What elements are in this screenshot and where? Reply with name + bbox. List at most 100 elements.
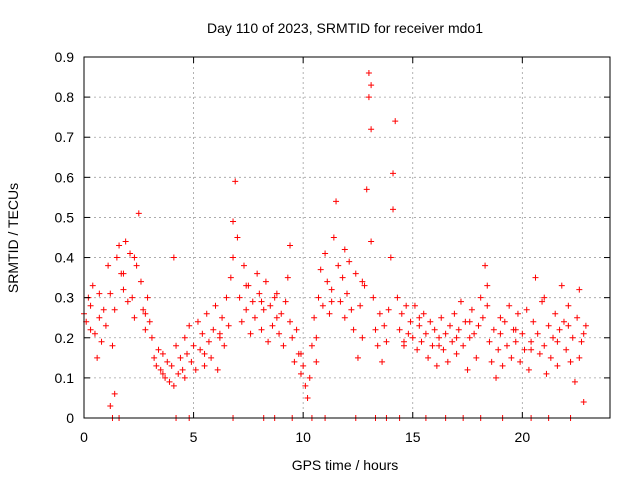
data-point xyxy=(146,318,153,325)
data-point xyxy=(468,306,475,313)
data-point xyxy=(394,294,401,301)
data-point xyxy=(490,326,497,333)
data-point xyxy=(306,374,313,381)
data-point xyxy=(539,298,546,305)
data-point xyxy=(212,302,219,309)
data-point xyxy=(308,342,315,349)
data-point xyxy=(403,302,410,309)
data-point xyxy=(221,342,228,349)
data-point xyxy=(365,70,372,77)
data-point xyxy=(219,314,226,321)
data-point xyxy=(208,354,215,361)
data-point xyxy=(203,310,210,317)
data-point xyxy=(381,322,388,329)
data-point xyxy=(330,234,337,241)
data-point xyxy=(409,334,416,341)
data-point xyxy=(398,310,405,317)
data-point xyxy=(251,314,258,321)
data-point xyxy=(407,318,414,325)
data-point xyxy=(232,178,239,185)
data-point xyxy=(109,342,116,349)
data-point xyxy=(497,314,504,321)
y-tick-label: 0.9 xyxy=(55,49,75,65)
y-tick-label: 0 xyxy=(66,410,74,426)
data-point xyxy=(350,326,357,333)
data-point xyxy=(475,322,482,329)
data-point xyxy=(376,310,383,317)
data-point xyxy=(466,318,473,325)
data-point xyxy=(486,338,493,345)
data-point xyxy=(249,298,256,305)
data-point xyxy=(142,326,149,333)
data-point xyxy=(188,358,195,365)
data-point xyxy=(240,262,247,269)
data-point xyxy=(414,346,421,353)
data-point xyxy=(262,278,269,285)
data-point xyxy=(346,258,353,265)
data-point xyxy=(271,294,278,301)
data-point xyxy=(107,402,114,409)
data-point xyxy=(181,334,188,341)
data-point xyxy=(304,394,311,401)
data-point xyxy=(210,326,217,333)
y-tick-label: 0.6 xyxy=(55,169,75,185)
data-point xyxy=(453,334,460,341)
data-point xyxy=(177,354,184,361)
data-point xyxy=(560,318,567,325)
data-point xyxy=(422,330,429,337)
data-point xyxy=(563,346,570,353)
data-point xyxy=(164,358,171,365)
data-point xyxy=(411,302,418,309)
data-point xyxy=(365,94,372,101)
data-point xyxy=(205,338,212,345)
data-point xyxy=(326,310,333,317)
data-point xyxy=(554,338,561,345)
data-point xyxy=(113,254,120,261)
data-point xyxy=(368,238,375,245)
data-point xyxy=(300,362,307,369)
data-point xyxy=(536,350,543,357)
data-point xyxy=(166,378,173,385)
data-point xyxy=(234,234,241,241)
data-point xyxy=(556,326,563,333)
axis-ticks xyxy=(83,56,610,419)
data-point xyxy=(87,326,94,333)
data-point xyxy=(569,334,576,341)
data-point xyxy=(532,274,539,281)
data-point xyxy=(107,290,114,297)
data-point xyxy=(543,370,550,377)
data-point xyxy=(368,126,375,133)
data-point xyxy=(197,346,204,353)
data-point xyxy=(317,266,324,273)
data-point xyxy=(131,314,138,321)
y-tick-label: 0.2 xyxy=(55,330,75,346)
data-point xyxy=(363,186,370,193)
data-point xyxy=(194,318,201,325)
data-point xyxy=(302,382,309,389)
data-point xyxy=(427,318,434,325)
tick-labels: 0 0.1 0.2 0.3 0.4 0.5 0.6 0.7 0.8 0.9 0 5 10 15 20 xyxy=(55,49,531,445)
data-point xyxy=(105,262,112,269)
data-point xyxy=(173,342,180,349)
data-point xyxy=(289,334,296,341)
data-point xyxy=(170,254,177,261)
data-point xyxy=(449,338,456,345)
data-point xyxy=(131,254,138,261)
data-point xyxy=(460,342,467,349)
data-point xyxy=(547,354,554,361)
data-point xyxy=(473,354,480,361)
data-point xyxy=(442,330,449,337)
data-point xyxy=(135,210,142,217)
data-point xyxy=(260,306,267,313)
data-point xyxy=(359,334,366,341)
data-point xyxy=(269,322,276,329)
data-point xyxy=(142,310,149,317)
data-point xyxy=(447,322,454,329)
data-point xyxy=(190,342,197,349)
data-point xyxy=(431,326,438,333)
data-point xyxy=(319,302,326,309)
data-point xyxy=(580,330,587,337)
data-point xyxy=(344,290,350,297)
data-point xyxy=(333,198,340,205)
